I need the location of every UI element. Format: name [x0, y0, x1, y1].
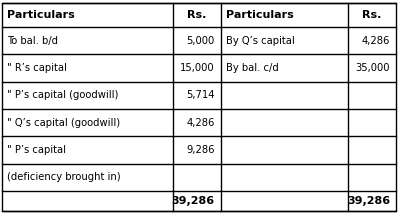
Text: " Q’s capital (goodwill): " Q’s capital (goodwill) [7, 118, 120, 128]
Text: (deficiency brought in): (deficiency brought in) [7, 172, 120, 182]
Text: 39,286: 39,286 [172, 196, 215, 206]
Text: 5,000: 5,000 [187, 36, 215, 46]
Text: " P’s capital (goodwill): " P’s capital (goodwill) [7, 90, 118, 100]
Text: 35,000: 35,000 [355, 63, 390, 73]
Text: 5,714: 5,714 [186, 90, 215, 100]
Text: 4,286: 4,286 [187, 118, 215, 128]
Text: 39,286: 39,286 [347, 196, 390, 206]
Text: 4,286: 4,286 [362, 36, 390, 46]
Text: Particulars: Particulars [226, 10, 293, 20]
Text: 9,286: 9,286 [186, 145, 215, 155]
Text: Rs.: Rs. [187, 10, 207, 20]
Text: " P’s capital: " P’s capital [7, 145, 66, 155]
Text: Particulars: Particulars [7, 10, 74, 20]
Text: By Q’s capital: By Q’s capital [226, 36, 295, 46]
Text: " R’s capital: " R’s capital [7, 63, 66, 73]
Text: To bal. b/d: To bal. b/d [7, 36, 58, 46]
Text: Rs.: Rs. [363, 10, 382, 20]
Text: 15,000: 15,000 [180, 63, 215, 73]
Text: By bal. c/d: By bal. c/d [226, 63, 279, 73]
